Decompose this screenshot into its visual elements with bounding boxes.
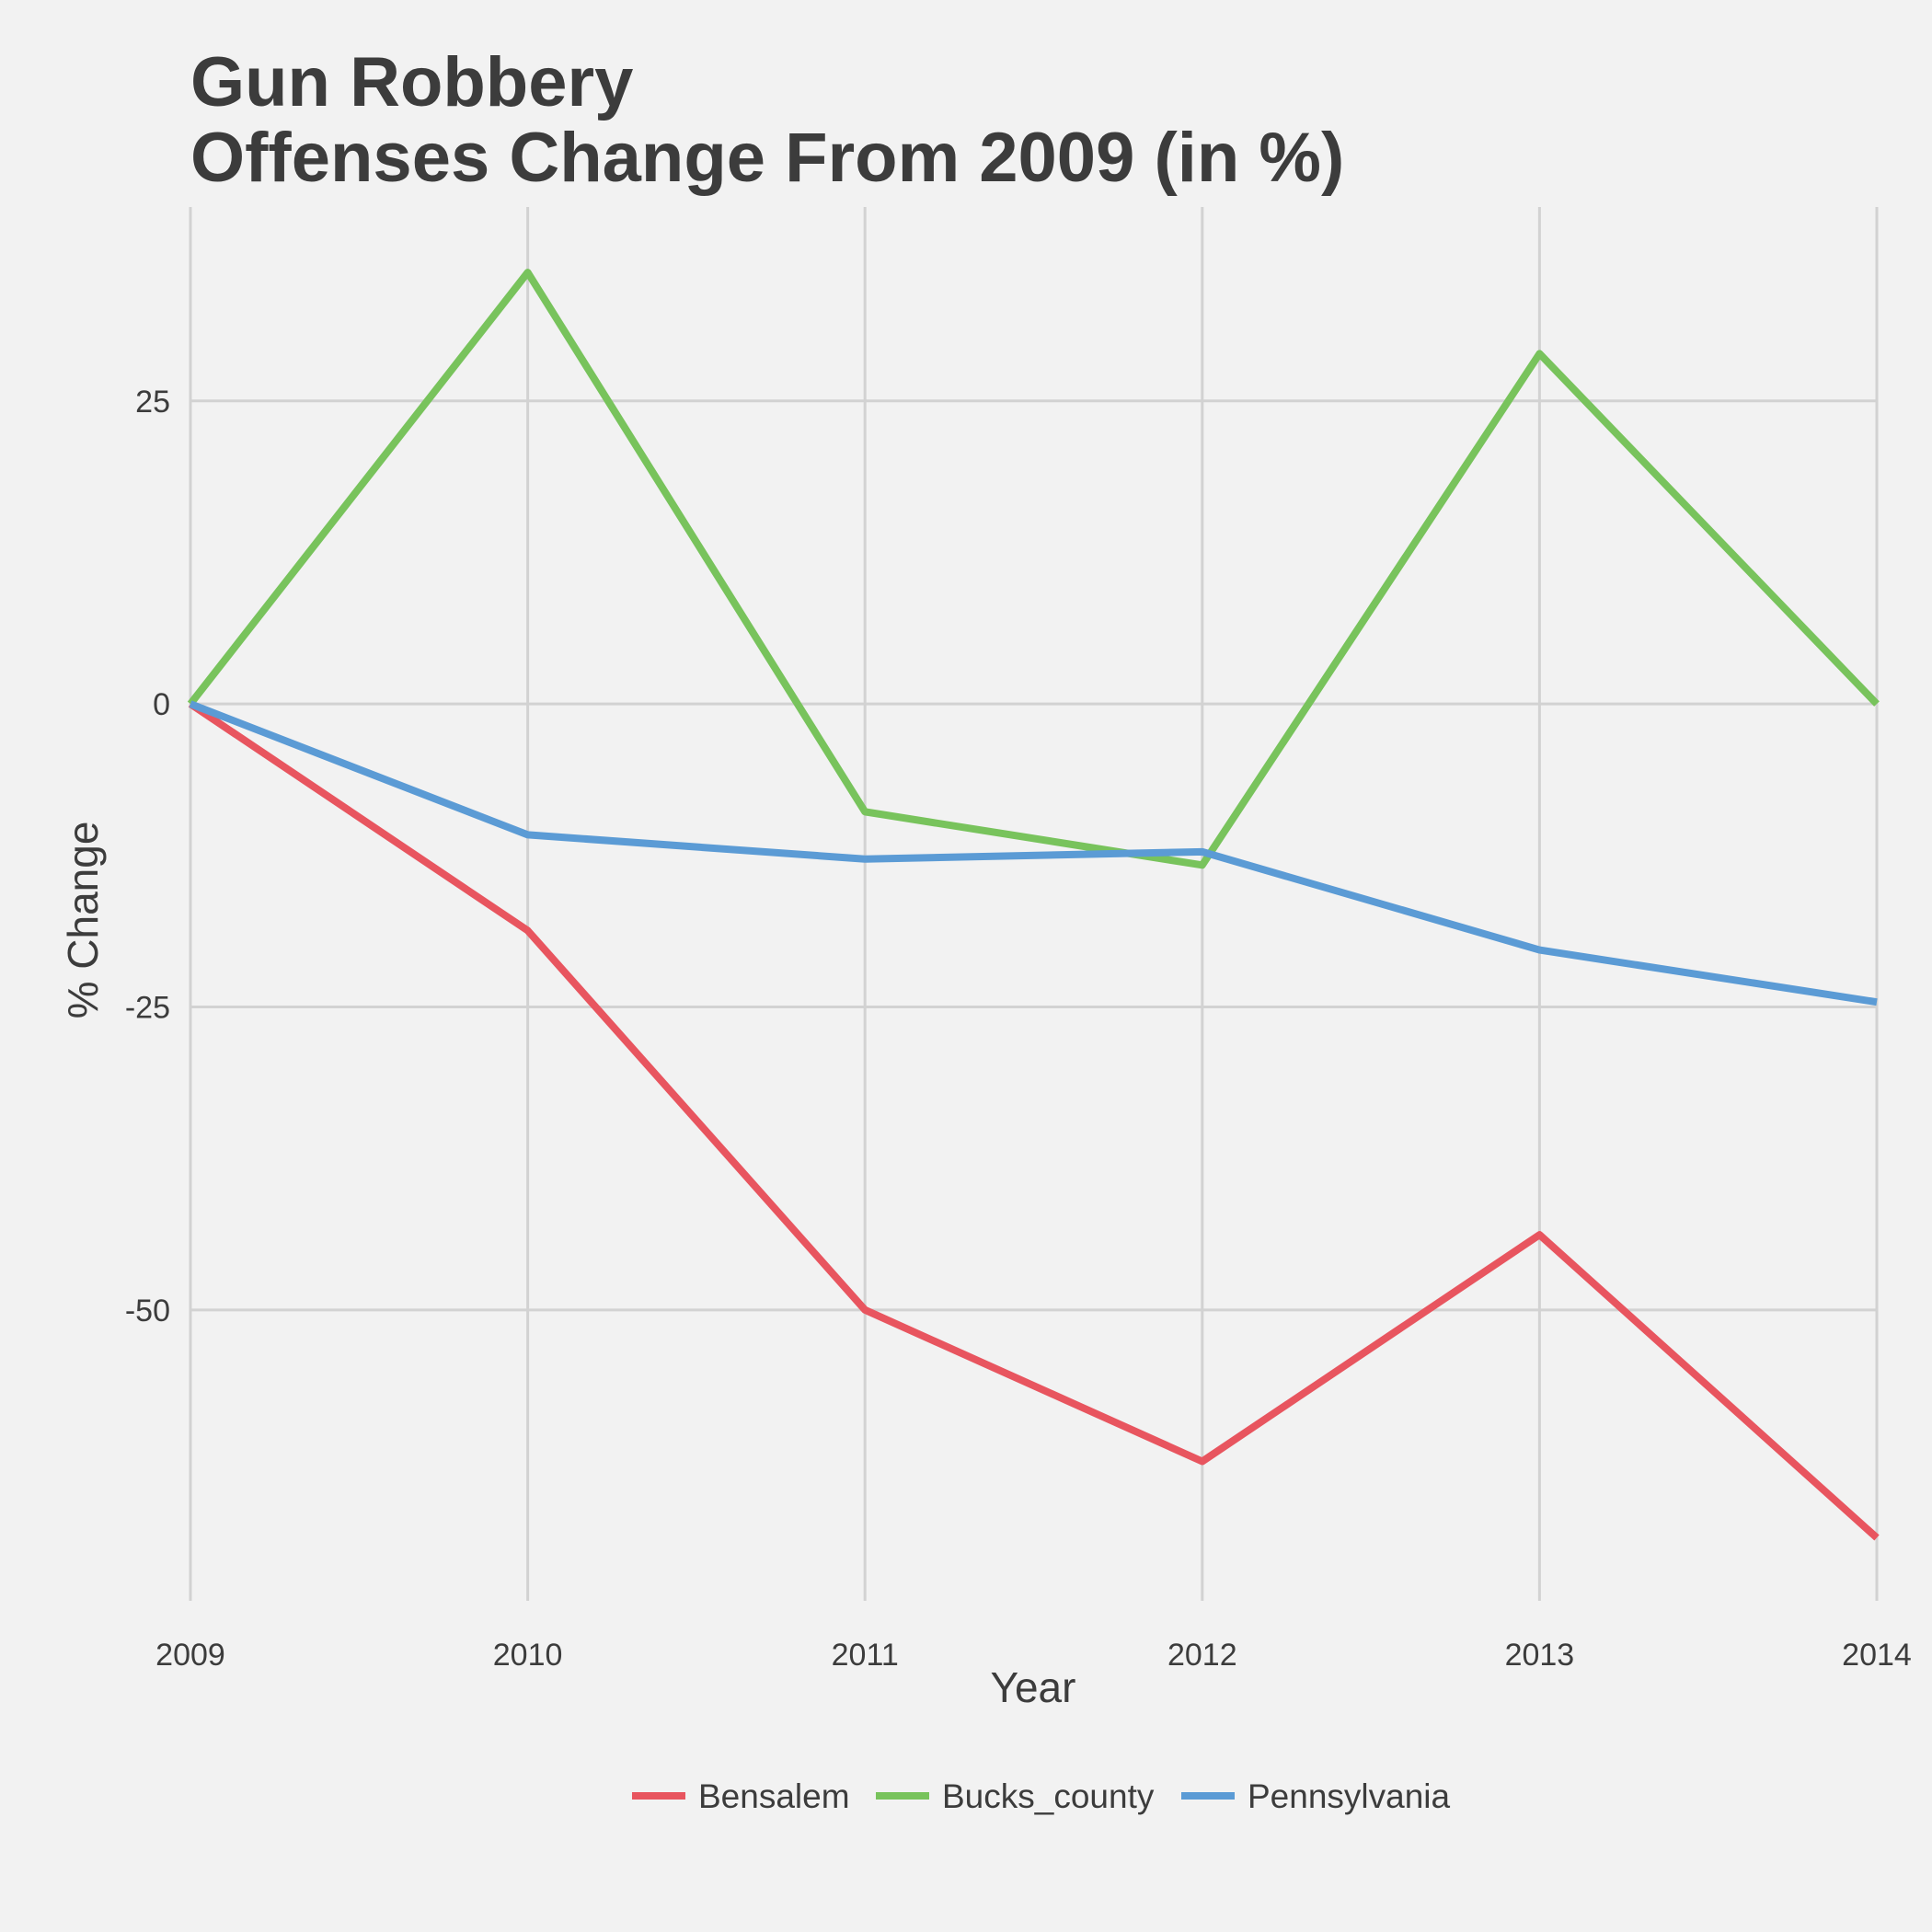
y-tick-label: 0 [153,687,170,722]
series-line-bucks-county [187,269,1880,869]
series-line-pennsylvania [189,700,1878,1006]
y-axis-ticks: -50 -25 0 25 [125,385,170,1328]
legend-label-bensalem: Bensalem [698,1777,850,1815]
x-axis-label: Year [991,1663,1076,1711]
series-lines [187,269,1880,1541]
grid [189,207,1879,1601]
y-tick-label: -25 [125,990,170,1025]
legend-label-bucks-county: Bucks_county [942,1777,1155,1815]
x-tick-label: 2010 [493,1638,563,1673]
x-tick-label: 2013 [1505,1638,1575,1673]
chart-title-line-2: Offenses Change From 2009 (in %) [190,119,1344,197]
x-tick-label: 2014 [1842,1638,1912,1673]
y-axis-label: % Change [59,822,107,1019]
x-axis-ticks: 2009 2010 2011 2012 2013 2014 [155,1638,1912,1673]
x-tick-label: 2009 [155,1638,225,1673]
x-tick-label: 2012 [1167,1638,1237,1673]
legend: Bensalem Bucks_county Pennsylvania [632,1777,1451,1815]
series-line-bensalem [188,700,1880,1541]
chart-title-line-1: Gun Robbery [190,43,633,121]
legend-label-pennsylvania: Pennsylvania [1248,1777,1451,1815]
x-tick-label: 2011 [832,1638,899,1673]
y-tick-label: -50 [125,1294,170,1328]
y-tick-label: 25 [135,385,170,420]
